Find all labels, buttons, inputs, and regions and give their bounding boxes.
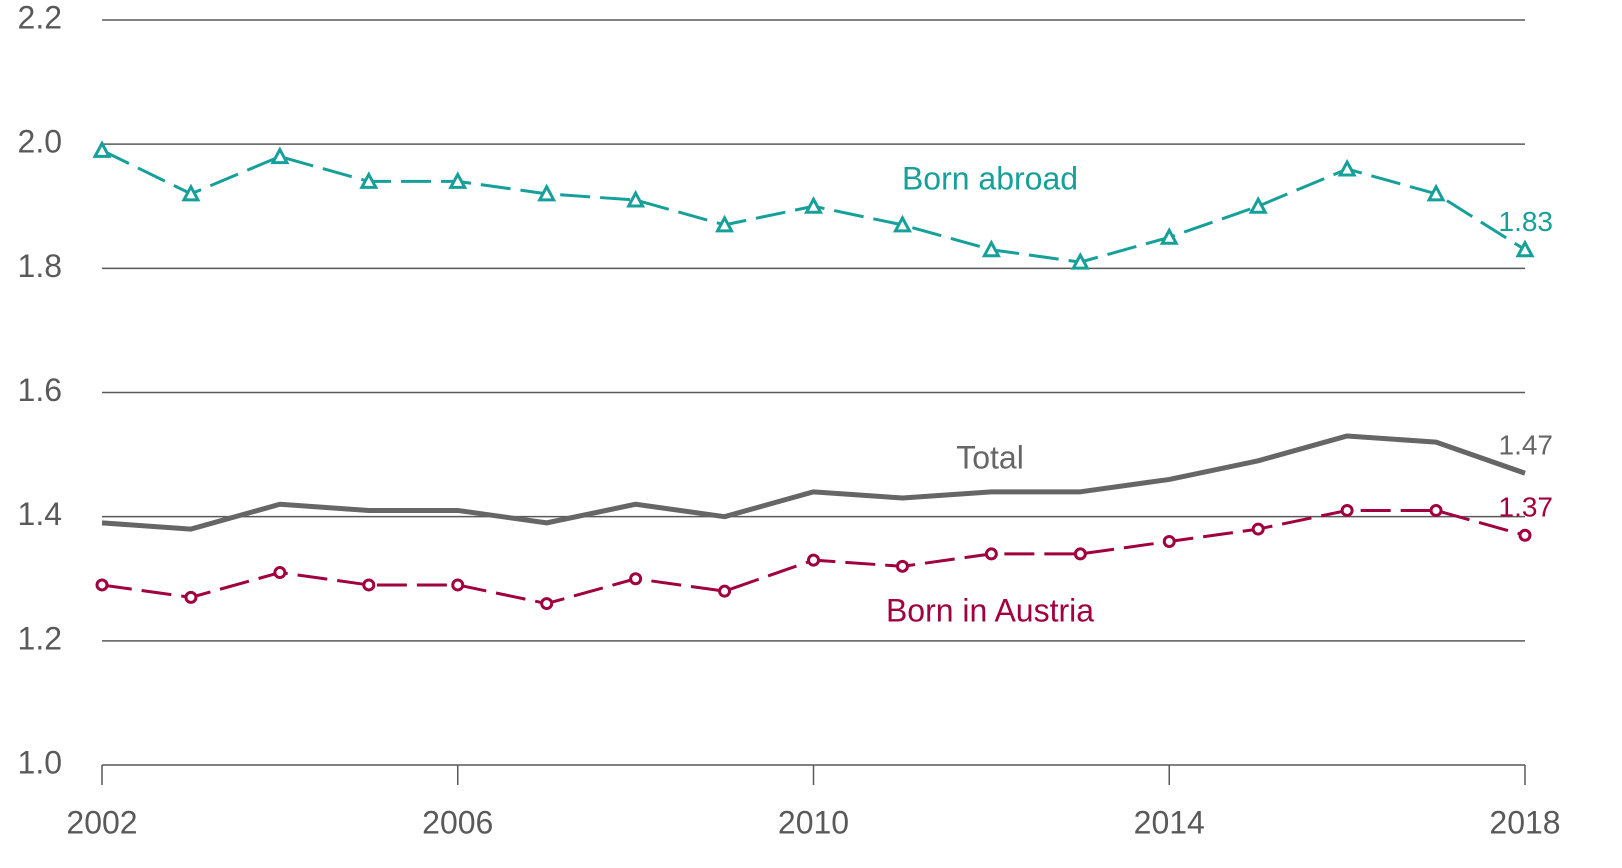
marker [1340, 503, 1354, 517]
marker [1070, 251, 1090, 270]
marker [448, 171, 468, 189]
marker [626, 189, 646, 208]
end-value-label: 1.47 [1499, 430, 1554, 461]
marker [803, 196, 824, 214]
y-tick-label: 1.2 [18, 620, 62, 656]
x-tick-label: 2018 [1489, 804, 1560, 840]
end-value-label: 1.37 [1499, 492, 1554, 523]
marker [1162, 535, 1176, 548]
marker [95, 578, 109, 592]
series-label: Born in Austria [886, 592, 1094, 628]
marker [715, 214, 735, 233]
marker [1426, 183, 1446, 202]
marker [895, 559, 909, 573]
marker [718, 584, 732, 598]
marker [629, 572, 643, 586]
marker [1251, 522, 1265, 536]
series-line [101, 433, 1526, 532]
x-tick-label: 2014 [1134, 804, 1205, 840]
marker [270, 146, 290, 165]
marker [1248, 196, 1268, 214]
marker [1429, 503, 1443, 517]
marker [540, 597, 554, 611]
marker [1073, 547, 1087, 561]
marker [451, 578, 465, 592]
marker [1518, 528, 1532, 542]
x-tick-label: 2006 [422, 804, 493, 840]
series-label: Total [956, 439, 1024, 475]
marker [984, 547, 998, 561]
marker [362, 578, 376, 592]
marker [1337, 158, 1357, 177]
marker [273, 566, 287, 580]
marker [1159, 227, 1179, 245]
x-tick-label: 2010 [778, 804, 849, 840]
y-tick-label: 2.2 [18, 0, 62, 35]
y-tick-label: 1.4 [18, 496, 62, 532]
y-tick-label: 1.8 [18, 248, 62, 284]
end-value-label: 1.83 [1499, 206, 1554, 237]
marker [537, 183, 557, 202]
series-label: Born abroad [902, 160, 1078, 196]
x-tick-label: 2002 [66, 804, 137, 840]
y-tick-label: 1.0 [18, 744, 62, 780]
marker [359, 171, 379, 189]
marker [181, 183, 201, 202]
marker [184, 590, 198, 604]
marker [1515, 239, 1535, 258]
marker [981, 239, 1001, 258]
y-tick-label: 1.6 [18, 372, 62, 408]
marker [892, 214, 912, 233]
marker [92, 140, 112, 158]
marker [807, 553, 820, 567]
y-tick-label: 2.0 [18, 124, 62, 160]
